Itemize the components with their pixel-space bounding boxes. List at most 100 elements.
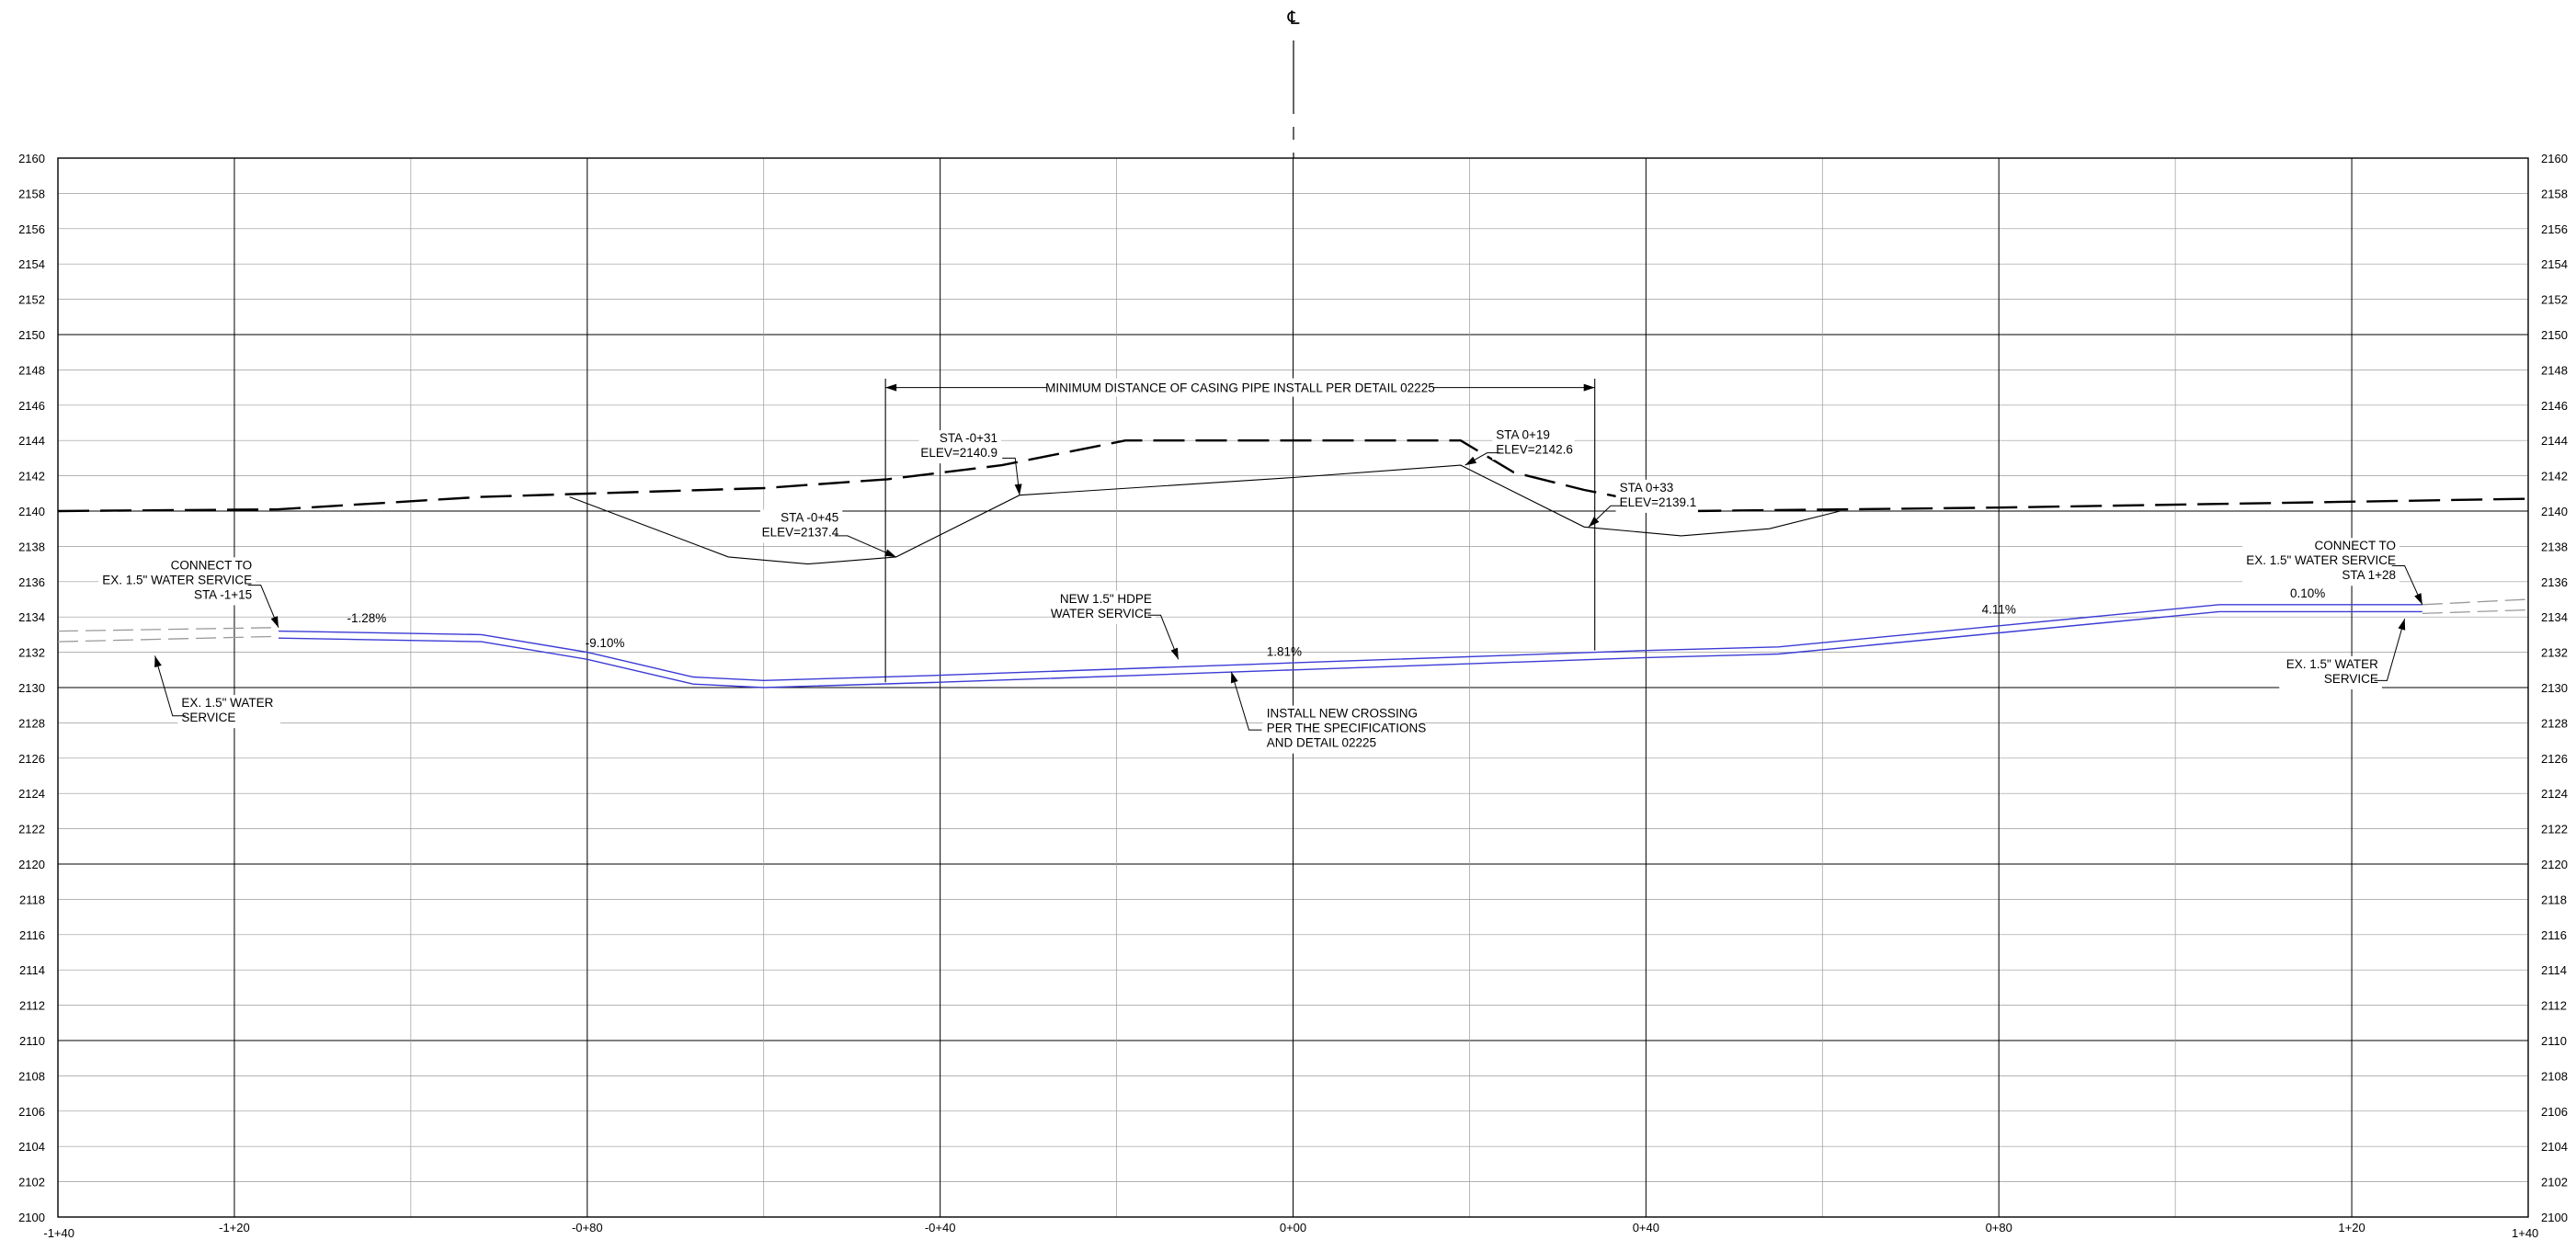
leader-arrowhead — [1230, 671, 1238, 684]
callout-line: ELEV=2142.6 — [1496, 442, 1573, 456]
elevation-label-left: 2140 — [18, 505, 45, 518]
leader-arrowhead — [1465, 456, 1477, 466]
grid — [57, 157, 2529, 1218]
elevation-label-right: 2124 — [2541, 787, 2568, 801]
callout-line: EX. 1.5" WATER — [2286, 657, 2378, 671]
elevation-label-right: 2120 — [2541, 858, 2568, 871]
station-label: -0+40 — [925, 1221, 956, 1234]
elevation-label-right: 2108 — [2541, 1069, 2568, 1083]
elevation-label-left: 2126 — [18, 752, 45, 766]
elevation-label-right: 2146 — [2541, 399, 2568, 413]
elevation-label-left: 2122 — [18, 823, 45, 836]
elevation-label-left: 2120 — [18, 858, 45, 871]
elevation-label-right: 2110 — [2541, 1034, 2567, 1048]
elevation-label-left: 2144 — [18, 434, 45, 448]
callout-mask — [2279, 655, 2382, 689]
callout-line: EX. 1.5" WATER SERVICE — [102, 573, 252, 586]
elevation-label-left: 2154 — [18, 257, 45, 271]
plot-frame — [57, 157, 2529, 1218]
elevation-label-right: 2106 — [2541, 1105, 2568, 1119]
elevation-label-left: 2128 — [18, 716, 45, 730]
elevation-label-left: 2156 — [18, 222, 45, 236]
grade-label: 4.11% — [1982, 602, 2016, 616]
elevation-label-right: 2128 — [2541, 716, 2568, 730]
leader-arrowhead — [2398, 619, 2406, 631]
callout-line: EX. 1.5" WATER — [181, 696, 273, 710]
callout-text: STA -0+31 ELEV=2140.9 — [920, 431, 997, 460]
elevation-label-left: 2134 — [18, 610, 45, 624]
dimension-arrow-right — [1583, 383, 1595, 392]
elevation-label-right: 2150 — [2541, 328, 2568, 342]
callout-text: INSTALL NEW CROSSING PER THE SPECIFICATIO… — [1267, 707, 1427, 750]
station-label: 0+00 — [1280, 1221, 1306, 1234]
callout-line: STA 0+33 — [1620, 481, 1674, 495]
leader-arrowhead — [1588, 517, 1600, 528]
dimension-arrow-left — [885, 383, 897, 392]
callout-mask — [1492, 427, 1575, 461]
series-ex-service-left-top — [57, 627, 279, 632]
elevation-label-left: 2110 — [19, 1034, 45, 1048]
elevation-label-left: 2106 — [18, 1105, 45, 1119]
elevation-label-left: 2152 — [18, 293, 45, 307]
elevation-label-right: 2130 — [2541, 681, 2568, 695]
elevation-label-right: 2138 — [2541, 540, 2568, 553]
series-proposed-surface — [569, 464, 1841, 565]
callout-text: CONNECT TO EX. 1.5" WATER SERVICE STA 1+28 — [2246, 539, 2396, 582]
callout-mask — [98, 557, 256, 606]
callout-line: NEW 1.5" HDPE — [1060, 592, 1152, 606]
callout-mask — [1262, 705, 1420, 754]
elevation-label-right: 2148 — [2541, 363, 2568, 377]
elevation-label-right: 2136 — [2541, 575, 2568, 589]
callout-line: STA 0+19 — [1496, 427, 1550, 441]
elevation-label-left: 2130 — [18, 681, 45, 695]
elevation-label-left: 2158 — [18, 187, 45, 200]
grade-label: -9.10% — [586, 636, 625, 650]
elevation-label-right: 2122 — [2541, 823, 2568, 836]
elevation-label-left: 2136 — [18, 575, 45, 589]
callout-leader — [1147, 614, 1180, 660]
elevation-label-right: 2114 — [2541, 963, 2567, 977]
callout-line: PER THE SPECIFICATIONS — [1267, 722, 1427, 735]
elevation-label-right: 2160 — [2541, 152, 2568, 165]
dimension-text-mask — [1046, 378, 1434, 397]
leader-arrowhead — [1014, 483, 1022, 495]
grade-label: 1.81% — [1267, 644, 1302, 658]
callout-line: WATER SERVICE — [1051, 607, 1152, 620]
series-new-pipe-top — [278, 604, 2422, 682]
callout-line: ELEV=2140.9 — [920, 446, 997, 460]
callout-text: STA 0+19 ELEV=2142.6 — [1496, 427, 1573, 456]
callout-line: STA -0+31 — [940, 431, 997, 445]
callout-leader — [1230, 671, 1262, 731]
callout-mask — [759, 509, 843, 543]
station-label: 0+40 — [1633, 1221, 1659, 1234]
callout-mask — [2242, 538, 2400, 586]
station-label: 0+80 — [1986, 1221, 2012, 1234]
elevation-label-left: 2138 — [18, 540, 45, 553]
callout-leader — [154, 655, 186, 717]
callout-text: STA 0+33 ELEV=2139.1 — [1620, 481, 1697, 509]
callout-line: AND DETAIL 02225 — [1267, 736, 1376, 750]
elevation-label-left: 2142 — [18, 470, 45, 483]
callout-line: STA -1+15 — [194, 587, 252, 601]
leader-arrowhead — [2414, 593, 2422, 605]
leader-arrowhead — [884, 549, 896, 557]
callout-text: CONNECT TO EX. 1.5" WATER SERVICE STA -1+1… — [102, 558, 252, 601]
elevation-label-right: 2100 — [2541, 1211, 2568, 1224]
callout-line: SERVICE — [2324, 672, 2378, 686]
callout-line: ELEV=2139.1 — [1620, 495, 1697, 509]
elevation-label-right: 2112 — [2541, 999, 2567, 1013]
elevation-label-left: 2104 — [18, 1140, 45, 1154]
elevation-label-right: 2134 — [2541, 610, 2568, 624]
elevation-label-right: 2102 — [2541, 1176, 2568, 1189]
casing-dimension-text: MINIMUM DISTANCE OF CASING PIPE INSTALL … — [1045, 381, 1435, 395]
elevation-label-left: 2114 — [19, 963, 45, 977]
elevation-label-left: 2116 — [19, 928, 45, 942]
series-ex-service-right-bottom — [2422, 609, 2529, 615]
callout-line: STA 1+28 — [2342, 568, 2396, 582]
elevation-label-left: 2150 — [18, 328, 45, 342]
callout-leader — [2391, 565, 2423, 605]
station-label: -1+20 — [219, 1221, 250, 1234]
elevation-label-right: 2156 — [2541, 222, 2568, 236]
grade-label: 0.10% — [2290, 586, 2325, 600]
callout-line: SERVICE — [181, 711, 235, 724]
